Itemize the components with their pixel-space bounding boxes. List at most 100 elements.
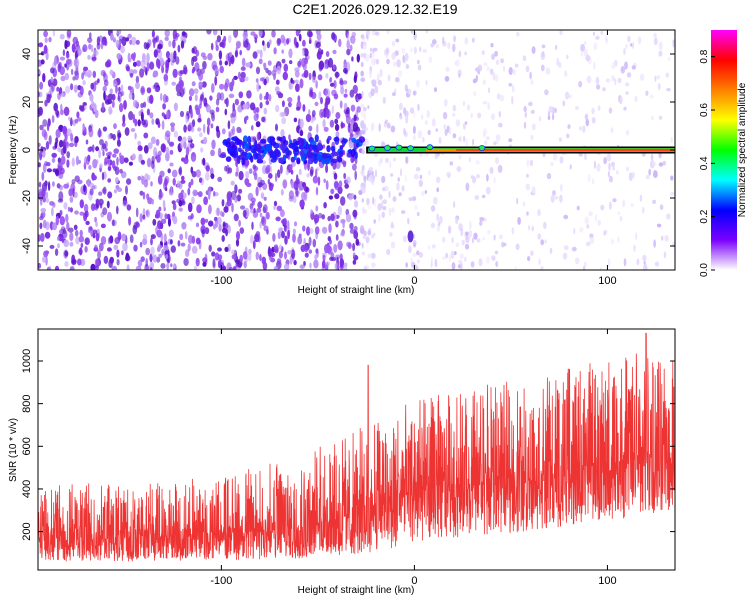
noise-speckle [280,164,283,174]
noise-speckle [135,82,140,90]
noise-speckle [188,181,192,189]
noise-speckle [76,111,80,119]
carrier-bump [407,145,414,152]
faint-speckle [417,130,423,139]
noise-speckle [191,235,196,244]
noise-speckle [169,239,173,245]
noise-speckle [243,40,249,48]
noise-speckle [169,162,174,167]
noise-speckle [239,77,245,83]
noise-speckle [96,36,100,46]
noise-speckle [119,168,123,174]
noise-speckle [127,85,132,91]
noise-speckle [271,30,276,38]
faint-speckle [511,84,515,93]
noise-speckle [317,47,322,55]
faint-speckle [607,170,610,178]
faint-speckle [405,115,409,124]
cluster-speckle [229,151,237,157]
noise-speckle [214,216,218,222]
noise-speckle [87,73,91,78]
noise-speckle [346,176,351,184]
noise-speckle [299,130,304,137]
noise-speckle [139,213,143,223]
faint-speckle [413,46,417,54]
noise-speckle [353,114,357,122]
noise-speckle [268,155,273,165]
faint-speckle [553,153,558,161]
noise-speckle [244,76,249,82]
faint-speckle [495,157,499,165]
noise-speckle [190,152,197,162]
noise-speckle [261,116,266,123]
noise-speckle [49,93,52,99]
noise-speckle [146,52,150,63]
noise-speckle [208,191,211,200]
faint-speckle [449,161,454,166]
faint-speckle [547,115,551,121]
noise-speckle [54,265,60,270]
noise-speckle [298,33,302,42]
noise-speckle [346,48,351,56]
noise-speckle [272,233,276,242]
noise-speckle [287,250,293,255]
faint-speckle [430,222,435,229]
noise-speckle [282,217,288,226]
noise-speckle [219,65,224,74]
noise-speckle [251,200,255,206]
faint-speckle [374,85,379,94]
noise-speckle [49,244,55,249]
noise-speckle [121,250,124,256]
noise-speckle [88,127,94,138]
faint-speckle [396,59,401,68]
faint-speckle [526,158,530,168]
colorbar-tick-label: 0.8 [699,49,710,63]
noise-speckle [210,42,214,51]
faint-speckle [617,211,621,216]
faint-speckle [611,75,615,82]
faint-speckle [625,82,630,87]
faint-speckle [436,187,440,193]
noise-speckle [173,102,178,112]
noise-speckle [132,61,137,67]
noise-speckle [240,205,246,210]
cluster-speckle [282,135,286,141]
noise-speckle [205,171,210,181]
noise-speckle [154,36,158,42]
faint-speckle [514,63,519,68]
noise-speckle [331,105,334,115]
faint-speckle [608,201,612,210]
noise-speckle [268,94,272,102]
noise-speckle [257,201,263,209]
noise-speckle [131,92,135,101]
faint-speckle [421,114,424,120]
noise-speckle [295,30,300,37]
noise-speckle [161,120,165,130]
noise-speckle [246,90,252,99]
noise-speckle [58,191,64,202]
faint-speckle [462,100,466,107]
noise-speckle [343,262,348,267]
noise-speckle [179,76,182,82]
noise-speckle [107,237,111,245]
noise-speckle [165,254,169,260]
faint-speckle [566,54,569,60]
noise-speckle [162,103,167,110]
noise-speckle [112,153,117,158]
faint-speckle [464,243,470,250]
faint-speckle [361,90,364,99]
faint-speckle [619,216,623,222]
noise-speckle [94,216,97,223]
spectrogram-x-tick-label: 0 [411,275,417,287]
noise-speckle [339,100,343,109]
faint-speckle [401,210,406,214]
noise-speckle [157,121,161,128]
faint-speckle [386,30,390,35]
noise-speckle [253,34,258,40]
faint-speckle [540,64,545,72]
noise-speckle [222,221,226,227]
noise-speckle [44,231,51,239]
noise-speckle [337,205,342,216]
noise-speckle [338,180,343,189]
faint-speckle [395,38,400,43]
